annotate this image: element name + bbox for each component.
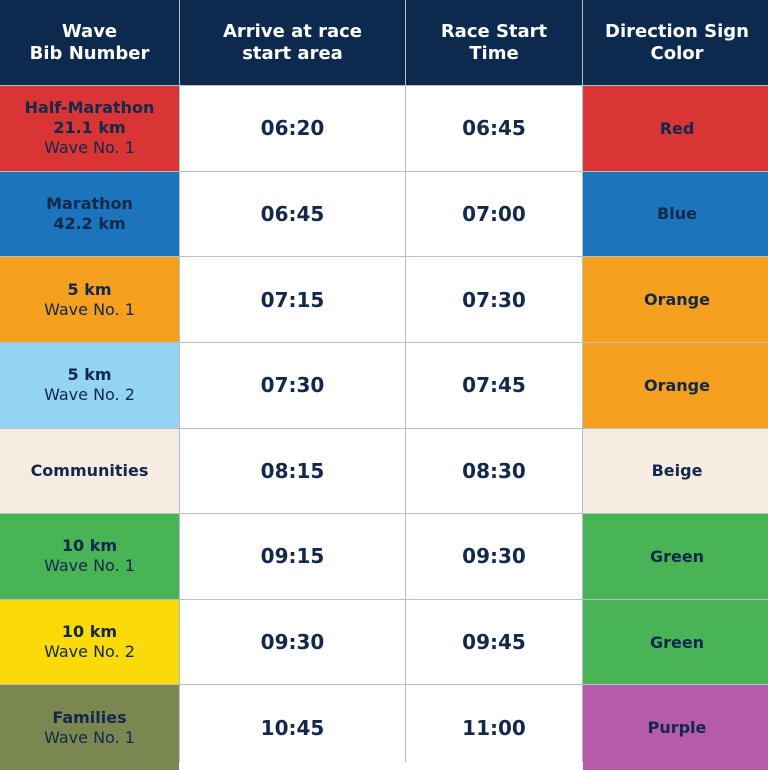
header-arrive-line-2: start area: [242, 42, 343, 64]
wave-bib-cell: Communities: [0, 428, 179, 514]
wave-bib-cell: 5 km Wave No. 1: [0, 257, 179, 342]
race-start-time-cell: 09:45: [406, 599, 582, 685]
race-start-time-cell: 09:30: [406, 514, 582, 599]
header-race-start-time: Race Start Time: [406, 0, 582, 85]
arrive-time-cell: 06:45: [180, 171, 405, 257]
wave-bib-line: Wave No. 2: [44, 642, 135, 662]
header-sign-line-1: Direction Sign: [605, 20, 749, 42]
race-start-time-cell: 07:45: [406, 342, 582, 428]
direction-sign-color-cell: Green: [583, 599, 768, 685]
wave-bib-line: Wave No. 1: [44, 138, 135, 158]
header-sign-line-2: Color: [650, 42, 704, 64]
arrive-time-cell: 06:20: [180, 86, 405, 171]
wave-bib-cell: Families Wave No. 1: [0, 685, 179, 770]
header-bib-line-2: Bib Number: [29, 42, 150, 64]
arrive-time-cell: 08:15: [180, 428, 405, 514]
header-bib-line-1: Wave: [61, 20, 118, 42]
wave-bib-line: 5 km: [67, 279, 112, 299]
wave-bib-cell: 10 km Wave No. 1: [0, 514, 179, 599]
header-direction-sign-color: Direction Sign Color: [583, 0, 768, 85]
wave-bib-cell: Marathon 42.2 km: [0, 171, 179, 257]
wave-bib-cell: Half-Marathon 21.1 km Wave No. 1: [0, 86, 179, 171]
direction-sign-color-cell: Purple: [583, 685, 768, 770]
direction-sign-color-cell: Beige: [583, 428, 768, 514]
wave-bib-line: Marathon: [46, 193, 133, 213]
wave-bib-line: 10 km: [61, 622, 118, 642]
header-start-line-1: Race Start: [440, 20, 548, 42]
arrive-time-cell: 10:45: [180, 685, 405, 770]
race-start-time-cell: 07:00: [406, 171, 582, 257]
wave-bib-line: Wave No. 1: [44, 299, 135, 319]
header-start-line-2: Time: [469, 42, 519, 64]
direction-sign-color-cell: Red: [583, 86, 768, 171]
race-start-time-cell: 08:30: [406, 428, 582, 514]
wave-bib-line: 42.2 km: [53, 213, 126, 233]
arrive-time-cell: 07:30: [180, 342, 405, 428]
wave-bib-line: 5 km: [67, 365, 112, 385]
direction-sign-color-cell: Orange: [583, 342, 768, 428]
wave-bib-line: 21.1 km: [53, 118, 126, 138]
wave-bib-line: Half-Marathon: [24, 98, 155, 118]
race-start-time-cell: 07:30: [406, 257, 582, 342]
header-arrive-line-1: Arrive at race: [223, 20, 362, 42]
arrive-time-cell: 07:15: [180, 257, 405, 342]
wave-bib-line: Wave No. 2: [44, 385, 135, 405]
wave-bib-line: 10 km: [61, 536, 118, 556]
direction-sign-color-cell: Green: [583, 514, 768, 599]
direction-sign-color-cell: Blue: [583, 171, 768, 257]
wave-bib-line: Communities: [30, 460, 149, 480]
race-start-time-cell: 11:00: [406, 685, 582, 770]
header-arrive-time: Arrive at race start area: [180, 0, 405, 85]
wave-bib-cell: 5 km Wave No. 2: [0, 342, 179, 428]
wave-bib-cell: 10 km Wave No. 2: [0, 599, 179, 685]
wave-bib-line: Families: [52, 707, 127, 727]
wave-bib-line: Wave No. 1: [44, 727, 135, 747]
arrive-time-cell: 09:30: [180, 599, 405, 685]
arrive-time-cell: 09:15: [180, 514, 405, 599]
wave-bib-line: Wave No. 1: [44, 556, 135, 576]
race-start-time-cell: 06:45: [406, 86, 582, 171]
direction-sign-color-cell: Orange: [583, 257, 768, 342]
header-wave-bib-number: Wave Bib Number: [0, 0, 179, 85]
